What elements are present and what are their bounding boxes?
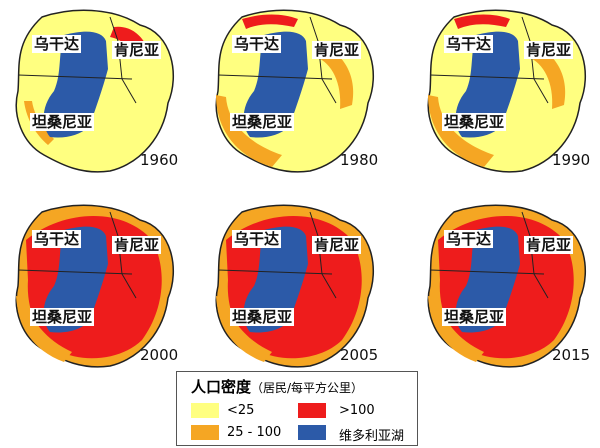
border-line	[309, 211, 337, 299]
density-region	[316, 45, 354, 109]
label-uganda: 乌干达	[32, 35, 82, 53]
legend-swatch-low	[191, 403, 219, 418]
border-line	[429, 269, 545, 275]
density-region	[428, 95, 494, 167]
density-region	[454, 14, 510, 29]
legend-swatch-high	[298, 403, 326, 418]
year-label: 2015	[552, 346, 591, 364]
map-panel: 乌干达 肯尼亚坦桑尼亚 1960	[2, 5, 192, 190]
lake-shape	[43, 31, 109, 138]
label-tanzania: 坦桑尼亚	[30, 113, 95, 131]
label-tanzania: 坦桑尼亚	[30, 308, 95, 326]
legend-swatch-lake	[298, 425, 326, 440]
border-line	[521, 211, 549, 299]
label-uganda: 乌干达	[444, 230, 494, 248]
year-label: 1960	[140, 151, 179, 169]
border-line	[109, 16, 137, 104]
label-tanzania: 坦桑尼亚	[230, 113, 295, 131]
label-kenya: 肯尼亚	[312, 236, 362, 254]
label-kenya: 肯尼亚	[524, 236, 574, 254]
border-line	[309, 16, 337, 104]
label-kenya: 肯尼亚	[112, 41, 162, 59]
legend-swatch-mid	[191, 425, 219, 440]
legend-label-lake: 维多利亚湖	[339, 429, 405, 444]
label-tanzania: 坦桑尼亚	[442, 308, 507, 326]
year-label: 1990	[552, 151, 591, 169]
border-line	[521, 16, 549, 104]
border-line	[217, 74, 333, 80]
lake-shape	[243, 31, 308, 138]
label-kenya: 肯尼亚	[112, 236, 162, 254]
legend-label-low: <25	[227, 403, 255, 418]
lake-shape	[455, 31, 520, 138]
border-line	[17, 269, 133, 275]
legend-label-high: >100	[339, 403, 375, 418]
label-uganda: 乌干达	[444, 35, 494, 53]
border-line	[429, 74, 545, 80]
map-panel: 乌干达 肯尼亚坦桑尼亚 1980	[202, 5, 392, 190]
density-region	[528, 45, 566, 109]
legend: 人口密度（居民/每平方公里） <25 25 - 100 >100 维多利亚湖	[176, 371, 418, 446]
lake-shape	[43, 226, 109, 333]
border-line	[217, 269, 333, 275]
label-kenya: 肯尼亚	[524, 41, 574, 59]
label-tanzania: 坦桑尼亚	[442, 113, 507, 131]
border-line	[109, 211, 137, 299]
year-label: 2005	[340, 346, 379, 364]
label-kenya: 肯尼亚	[312, 41, 362, 59]
border-line	[17, 74, 133, 80]
lake-shape	[455, 226, 520, 333]
density-region	[216, 95, 282, 167]
density-region	[242, 14, 298, 29]
legend-title: 人口密度（居民/每平方公里）	[191, 376, 363, 397]
map-panel: 乌干达 肯尼亚坦桑尼亚 2015	[414, 200, 600, 385]
map-panel: 乌干达 肯尼亚坦桑尼亚 1990	[414, 5, 600, 190]
legend-unit: （居民/每平方公里）	[251, 381, 364, 395]
label-uganda: 乌干达	[232, 35, 282, 53]
label-uganda: 乌干达	[232, 230, 282, 248]
year-label: 2000	[140, 346, 179, 364]
map-panel: 乌干达 肯尼亚坦桑尼亚 2005	[202, 200, 392, 385]
label-uganda: 乌干达	[32, 230, 82, 248]
legend-label-mid: 25 - 100	[227, 425, 282, 440]
map-panel: 乌干达 肯尼亚坦桑尼亚 2000	[2, 200, 192, 385]
lake-shape	[243, 226, 308, 333]
legend-title-text: 人口密度	[191, 378, 252, 396]
year-label: 1980	[340, 151, 379, 169]
label-tanzania: 坦桑尼亚	[230, 308, 295, 326]
